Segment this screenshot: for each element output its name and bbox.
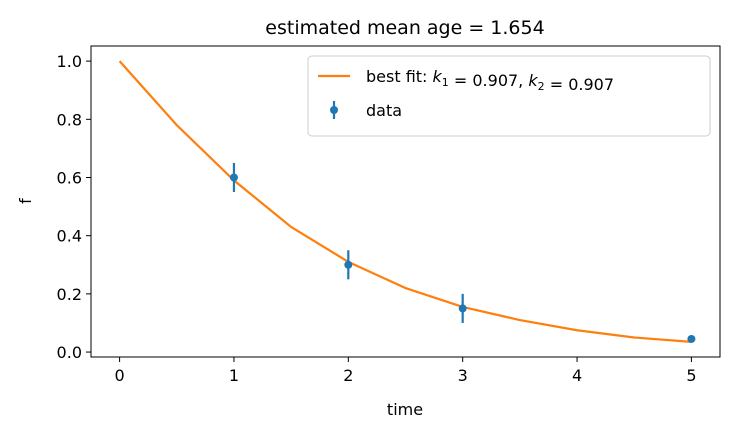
legend-label: data [366,101,402,120]
chart-title: estimated mean age = 1.654 [265,17,544,39]
y-tick-label: 0.4 [57,227,82,246]
x-tick-label: 2 [343,366,353,385]
legend: best fit: k1 = 0.907, k2 = 0.907 data [307,55,711,137]
x-tick-label: 5 [686,366,696,385]
legend-label: best fit: k1 = 0.907, k2 = 0.907 [366,67,614,94]
data-point [229,173,238,182]
y-tick-label: 0.8 [57,110,82,129]
y-tick-label: 0.2 [57,285,82,304]
y-tick-label: 0.6 [57,168,82,187]
data-point [687,334,696,343]
x-axis-label: time [387,400,423,419]
legend-box [307,55,711,137]
x-tick-label: 0 [114,366,124,385]
y-tick-label: 0.0 [57,343,82,362]
x-tick-label: 3 [458,366,468,385]
y-tick-label: 1.0 [57,52,82,71]
x-tick-label: 4 [572,366,582,385]
x-tick-label: 1 [229,366,239,385]
data-point [344,260,353,269]
y-axis-label: f [16,198,35,204]
legend-swatch [330,106,338,114]
plot-frame [90,45,721,358]
data-point [458,304,467,313]
fit-line [118,60,692,343]
